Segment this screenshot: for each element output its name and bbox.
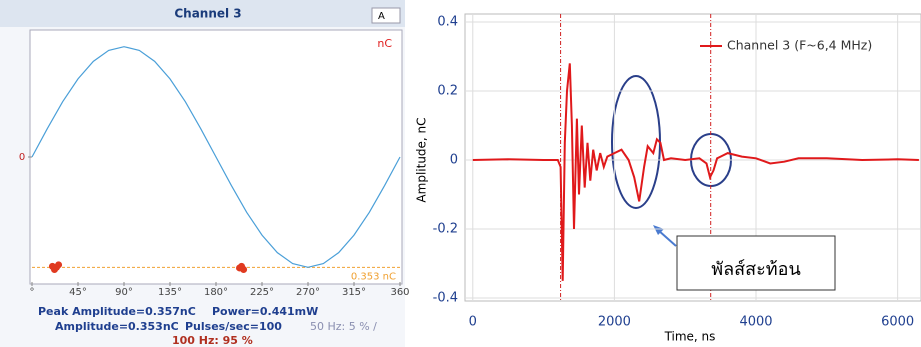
x-axis-label: Time, ns bbox=[664, 330, 716, 344]
y-tick-label: 0 bbox=[19, 152, 25, 163]
x-tick-label: 4000 bbox=[739, 315, 772, 330]
status-text: Amplitude=0.353nC bbox=[55, 320, 179, 333]
arrow-head bbox=[653, 225, 664, 235]
x-tick-label: 6000 bbox=[881, 315, 914, 330]
x-tick-label: 180° bbox=[204, 287, 228, 298]
x-tick-label: 270° bbox=[296, 287, 320, 298]
x-tick-label: 45° bbox=[69, 287, 87, 298]
y-axis-label: Amplitude, nC bbox=[415, 117, 429, 202]
status-text: Power=0.441mW bbox=[212, 305, 318, 318]
legend-label: Channel 3 (F~6,4 MHz) bbox=[727, 38, 872, 53]
selector-value[interactable]: A bbox=[378, 11, 385, 22]
status-text: Pulses/sec=100 bbox=[185, 320, 282, 333]
y-tick-label: 0 bbox=[450, 153, 458, 168]
status-text: 100 Hz: 95 % bbox=[172, 334, 253, 347]
y-tick-label: 0.4 bbox=[437, 15, 458, 30]
x-tick-label: 90° bbox=[115, 287, 133, 298]
x-tick-label: 135° bbox=[158, 287, 182, 298]
pd-point bbox=[55, 261, 63, 269]
annotation: พัลส์สะท้อน bbox=[711, 259, 801, 280]
x-tick-label: 0 bbox=[469, 315, 477, 330]
x-tick-label: ° bbox=[30, 287, 35, 298]
x-tick-label: 225° bbox=[250, 287, 274, 298]
chart-title: Channel 3 bbox=[174, 7, 241, 21]
x-tick-label: 315° bbox=[342, 287, 366, 298]
title-bar bbox=[0, 0, 405, 27]
selector[interactable] bbox=[371, 7, 401, 24]
arrow bbox=[657, 229, 677, 247]
sine-line bbox=[31, 46, 401, 268]
status-text: 50 Hz: 5 % / bbox=[310, 320, 377, 333]
y-tick-label: -0.2 bbox=[433, 222, 458, 237]
status-text: Peak Amplitude=0.357nC bbox=[38, 305, 196, 318]
y-tick-label: -0.4 bbox=[433, 291, 458, 306]
annotation-box bbox=[676, 235, 836, 291]
x-tick-label: 2000 bbox=[598, 315, 631, 330]
unit-label: nC bbox=[377, 37, 392, 50]
threshold-label: 0.353 nC bbox=[351, 271, 396, 282]
pd-point bbox=[240, 266, 248, 273]
y-tick-label: 0.2 bbox=[437, 84, 458, 99]
x-tick-label: 360 bbox=[390, 287, 409, 298]
signal-line bbox=[472, 63, 919, 281]
